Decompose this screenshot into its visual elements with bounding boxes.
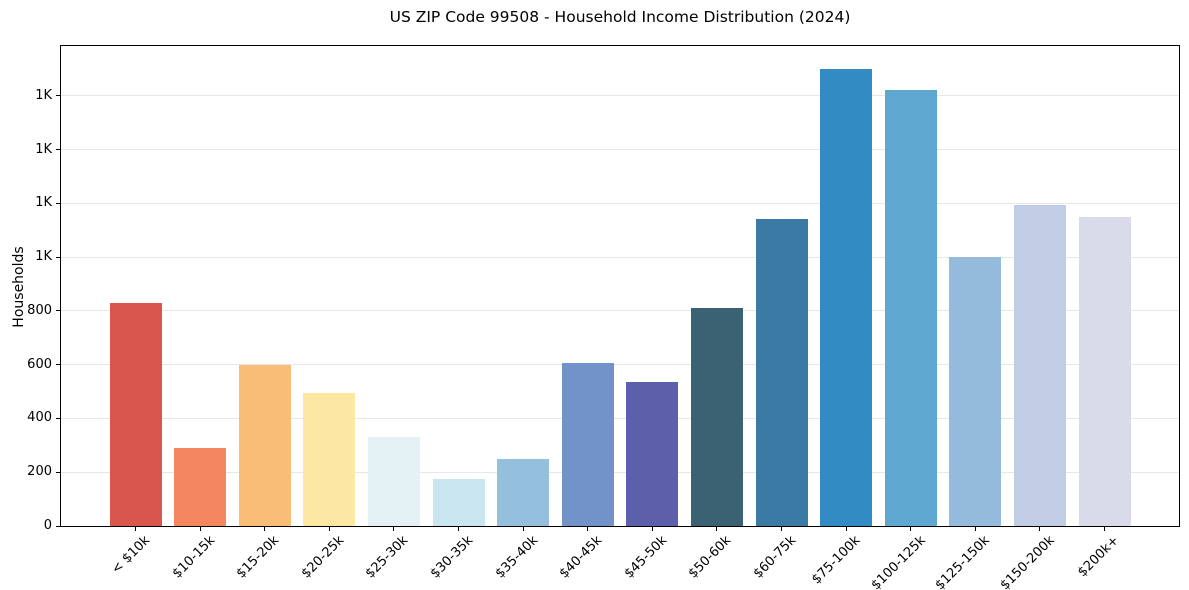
y-tick-label: 1K — [35, 87, 52, 103]
x-tick-label: $100-125k — [868, 533, 929, 590]
y-tick-mark — [56, 525, 60, 527]
x-tick-label: $10-15k — [169, 533, 218, 582]
x-tick-mark — [199, 527, 201, 531]
bar — [690, 308, 743, 526]
bar — [497, 458, 550, 526]
gridline — [61, 471, 1179, 473]
y-tick-mark — [56, 417, 60, 419]
x-tick-mark — [781, 527, 782, 531]
y-tick-mark — [56, 471, 60, 473]
bar — [884, 90, 937, 526]
y-tick-mark — [56, 149, 60, 151]
x-tick-mark — [1104, 527, 1105, 531]
x-tick-mark — [910, 527, 912, 531]
bar — [367, 437, 420, 526]
gridline — [61, 364, 1179, 366]
x-tick-label: $45-50k — [621, 533, 670, 582]
x-tick-mark — [264, 527, 266, 531]
y-tick-label: 400 — [27, 410, 52, 426]
x-tick-mark — [458, 527, 459, 531]
x-tick-label: $50-60k — [686, 533, 735, 582]
x-tick-mark — [845, 527, 847, 531]
x-tick-label: $60-75k — [750, 533, 800, 582]
bar — [109, 302, 162, 526]
x-tick-mark — [651, 527, 653, 531]
y-tick-label: 1K — [35, 249, 52, 265]
bar — [949, 257, 1002, 526]
plot-area: 0 200 400 600 800 1K 1K 1K 1K < $10k $10-15k $15-20… — [27, 45, 1180, 590]
y-tick-mark — [56, 310, 60, 312]
y-tick-label: 200 — [27, 464, 52, 480]
bar — [626, 382, 679, 526]
bar — [174, 448, 227, 526]
x-tick-label: $15-20k — [233, 533, 283, 582]
bar — [755, 219, 808, 526]
bar — [820, 68, 873, 526]
y-axis-label: Households — [11, 246, 27, 328]
bar — [238, 364, 291, 526]
y-tick-mark — [56, 364, 60, 366]
gridline — [61, 417, 1179, 419]
bar — [1078, 216, 1131, 526]
x-tick-label: $200k+ — [1075, 533, 1123, 581]
gridline — [61, 202, 1179, 204]
y-tick-label: 1K — [35, 141, 52, 157]
chart-title: US ZIP Code 99508 - Household Income Dis… — [389, 8, 851, 26]
x-tick-mark — [393, 527, 395, 531]
x-tick-mark — [974, 527, 976, 531]
gridline — [61, 310, 1179, 312]
x-tick-label: $125-150k — [932, 533, 993, 590]
x-tick-label: $150-200k — [997, 533, 1058, 590]
bar — [303, 392, 356, 526]
y-tick-label: 0 — [43, 518, 52, 533]
y-tick-label: 800 — [27, 302, 52, 318]
x-tick-label: $35-40k — [492, 533, 541, 582]
x-tick-label: $30-35k — [427, 533, 477, 582]
x-tick-mark — [1039, 527, 1041, 531]
x-tick-mark — [522, 527, 524, 531]
y-tick-label: 600 — [27, 356, 52, 372]
y-tick-mark — [56, 202, 60, 204]
bar — [432, 478, 485, 526]
gridline — [61, 256, 1179, 258]
x-tick-label: $25-30k — [363, 533, 412, 582]
x-tick-mark — [716, 527, 718, 531]
x-tick-label: $20-25k — [298, 533, 347, 582]
y-tick-mark — [56, 95, 60, 97]
x-tick-label: < $10k — [109, 533, 154, 578]
gridline — [61, 95, 1179, 97]
x-tick-label: $75-100k — [809, 533, 864, 588]
x-tick-mark — [135, 527, 136, 531]
gridline — [61, 149, 1179, 151]
y-tick-label: 1K — [35, 195, 52, 211]
x-tick-label: $40-45k — [556, 533, 606, 582]
y-tick-mark — [56, 256, 60, 258]
bar — [561, 363, 614, 526]
x-tick-mark — [587, 527, 589, 531]
bar — [1013, 204, 1066, 526]
x-tick-mark — [328, 527, 330, 531]
